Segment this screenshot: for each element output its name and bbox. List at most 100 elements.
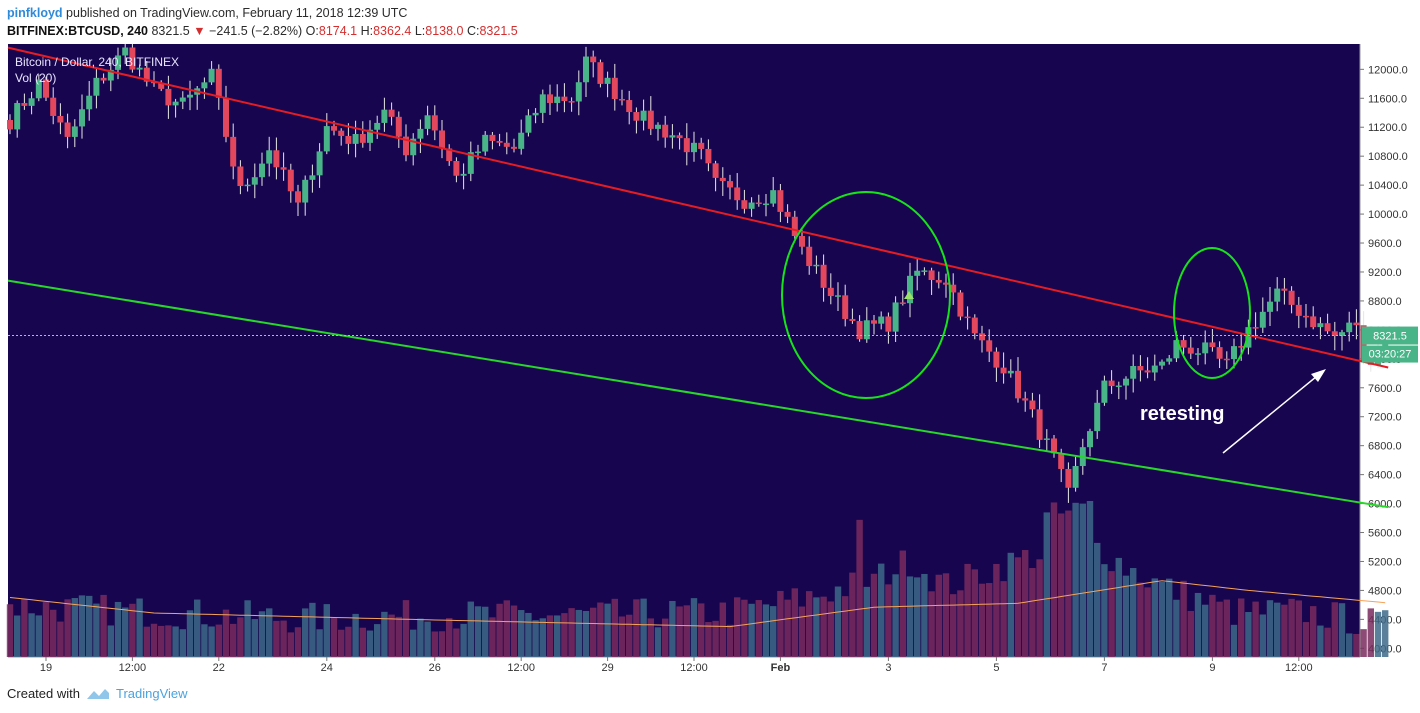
volume-bar [518, 610, 525, 657]
candle [683, 123, 690, 166]
low-value: 8138.0 [425, 24, 464, 38]
candle-body [583, 56, 589, 83]
author-name[interactable]: pinfkloyd [7, 6, 63, 20]
volume-bar [525, 612, 532, 657]
volume-bar [590, 607, 597, 657]
candle-body [1274, 288, 1281, 302]
candle [395, 111, 402, 148]
candle-body [93, 77, 100, 96]
tradingview-link[interactable]: TradingView [115, 686, 188, 701]
candle-body [237, 166, 244, 187]
candle [640, 99, 647, 131]
volume-bar [165, 625, 172, 657]
close-label: C: [466, 24, 480, 38]
legend-volume: Vol (20) [15, 71, 57, 85]
candle-body [863, 320, 870, 340]
volume-bar [726, 624, 734, 657]
candle-body [827, 287, 834, 297]
volume-bar [302, 608, 309, 657]
resistance-trendline [7, 46, 1389, 369]
candle [79, 94, 85, 139]
volume-bar [1058, 513, 1065, 657]
candle-body [1036, 409, 1043, 440]
volume-bar [194, 599, 201, 657]
candle-body [518, 132, 525, 149]
candle-body [374, 122, 381, 130]
volume-bar [410, 629, 417, 657]
volume-bar [129, 603, 136, 657]
candle [871, 314, 877, 335]
volume-bar [1029, 568, 1036, 657]
candle [813, 255, 820, 274]
volume-bar [1194, 592, 1202, 657]
volume-bar [762, 604, 770, 657]
candle-body [1259, 311, 1266, 328]
candle [453, 157, 460, 183]
volume-bar [366, 630, 374, 657]
candle [619, 89, 625, 106]
candle-body [1072, 466, 1079, 488]
candle-body [1130, 366, 1137, 379]
candle-body [14, 103, 21, 130]
candle [403, 124, 409, 162]
volume-bar [100, 594, 107, 657]
candle-body [647, 110, 654, 129]
candle-body [662, 124, 669, 138]
candle-body [741, 200, 748, 209]
volume-bar [323, 604, 330, 657]
volume-bar [1338, 603, 1346, 657]
candle [446, 144, 453, 166]
volume-bar [1230, 624, 1238, 657]
candle-body [1346, 322, 1353, 333]
x-tick-label: 12:00 [1285, 662, 1313, 674]
volume-bar [143, 626, 150, 657]
time-axis [0, 657, 1360, 676]
candle-body [1252, 327, 1259, 329]
candle [237, 160, 244, 195]
candle-body [1353, 322, 1360, 326]
x-tick-label: 9 [1209, 662, 1215, 674]
candle-body [986, 340, 993, 352]
candle-body [640, 110, 647, 121]
countdown-label: 03:20:27 [1369, 349, 1412, 361]
volume-bar [712, 620, 719, 657]
candle [223, 85, 229, 143]
volume-bar [1050, 502, 1058, 657]
volume-bar [374, 624, 381, 657]
candle-body [338, 130, 345, 136]
candle-body [1281, 288, 1288, 291]
candle-body [86, 95, 93, 110]
candle-body [561, 96, 568, 102]
candle-body [633, 112, 640, 121]
price-chart[interactable]: 4000.04400.04800.05200.05600.06000.06400… [0, 44, 1420, 676]
volume-bar [316, 629, 323, 657]
candle [439, 120, 445, 159]
volume-bar [1302, 622, 1310, 657]
volume-bar [1346, 633, 1353, 657]
candle [1216, 341, 1223, 369]
volume-bar [1108, 571, 1115, 657]
y-tick-label: 5200.0 [1368, 556, 1402, 568]
volume-bar [35, 615, 42, 657]
volume-bar [1367, 608, 1374, 657]
volume-bar [741, 599, 748, 657]
candle-body [590, 56, 597, 63]
volume-bar [42, 602, 50, 657]
candle [1231, 338, 1237, 369]
volume-bar [338, 629, 345, 657]
volume-bar [453, 628, 460, 657]
candle-body [424, 115, 431, 129]
candle [964, 306, 971, 330]
volume-bar [690, 598, 698, 657]
volume-bar [611, 598, 618, 657]
legend-title: Bitcoin / Dollar, 240, BITFINEX [15, 55, 180, 69]
candle [1043, 429, 1050, 451]
candle-body [475, 151, 481, 154]
candle [1036, 394, 1043, 448]
candle-body [712, 163, 719, 178]
candle-body [460, 173, 467, 176]
candle-body [892, 302, 899, 332]
volume-bar [359, 627, 366, 657]
candle [1324, 313, 1331, 334]
candle [64, 113, 71, 149]
